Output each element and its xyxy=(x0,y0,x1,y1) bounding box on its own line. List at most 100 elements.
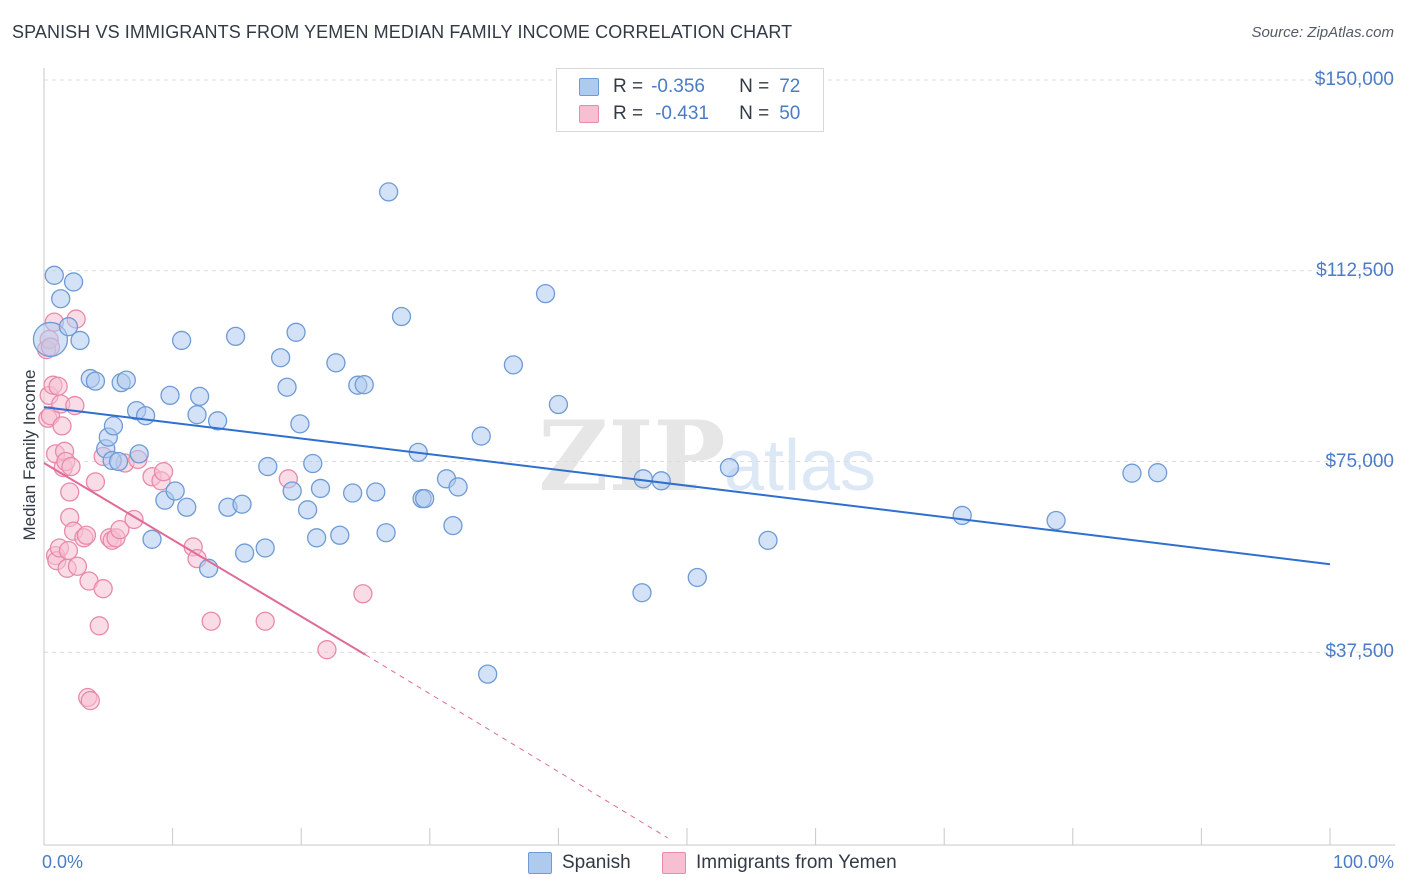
yemen-point xyxy=(48,376,68,396)
spanish-point xyxy=(129,444,149,464)
spanish-point xyxy=(282,481,302,501)
spanish-point xyxy=(758,530,778,550)
yemen-point xyxy=(153,462,174,482)
spanish-point xyxy=(1046,510,1066,531)
legend-n-spanish: 72 xyxy=(779,76,801,97)
yemen-point xyxy=(76,525,97,545)
yemen-point xyxy=(52,416,72,436)
legend-n-yemen: 50 xyxy=(779,103,801,124)
spanish-point xyxy=(354,375,374,395)
yemen-point xyxy=(67,556,88,576)
bottom-legend-swatch-spanish xyxy=(528,852,552,874)
spanish-series xyxy=(32,182,1168,684)
spanish-point xyxy=(548,394,569,415)
yemen-point xyxy=(80,690,100,711)
spanish-point xyxy=(326,353,346,373)
spanish-point xyxy=(306,528,327,548)
axes xyxy=(43,68,1395,846)
legend-r-label: R = xyxy=(613,76,644,97)
bottom-legend-label-spanish: Spanish xyxy=(562,852,631,873)
yemen-point xyxy=(61,456,81,477)
spanish-point xyxy=(443,515,463,536)
yemen-point xyxy=(317,640,337,660)
y-tick-label: $112,500 xyxy=(1316,259,1394,281)
spanish-point xyxy=(503,355,524,375)
yemen-point xyxy=(201,611,221,631)
y-tick-label: $37,500 xyxy=(1325,641,1394,663)
legend-r-yemen: -0.431 xyxy=(655,103,709,124)
bottom-legend-label-yemen: Immigrants from Yemen xyxy=(696,852,897,873)
legend-swatch-spanish xyxy=(579,78,599,96)
yemen-trend-extension xyxy=(365,654,668,839)
spanish-point xyxy=(232,494,252,514)
legend-n-label: N = xyxy=(739,76,770,97)
yemen-point xyxy=(58,540,79,561)
spanish-point xyxy=(342,483,363,503)
bottom-legend-spanish: Spanish xyxy=(528,852,631,874)
spanish-point xyxy=(448,477,468,497)
spanish-point xyxy=(103,416,124,436)
spanish-point xyxy=(632,583,652,603)
spanish-point xyxy=(391,306,412,327)
spanish-point xyxy=(189,386,210,407)
yemen-point xyxy=(89,616,109,636)
spanish-trend-line xyxy=(43,406,1331,566)
yemen-point xyxy=(255,611,275,631)
spanish-point xyxy=(63,272,84,292)
spanish-point xyxy=(255,538,275,558)
spanish-point xyxy=(225,326,246,347)
spanish-point xyxy=(51,289,71,309)
spanish-point xyxy=(376,523,396,543)
spanish-point xyxy=(70,330,90,351)
spanish-point xyxy=(535,283,556,304)
yemen-point xyxy=(85,472,106,492)
spanish-point xyxy=(330,525,350,545)
legend-row-yemen: R = -0.431 N = 50 xyxy=(579,102,800,126)
spanish-point xyxy=(297,500,318,520)
watermark-atlas: atlas xyxy=(724,426,876,506)
yemen-point xyxy=(110,520,130,540)
spanish-point xyxy=(165,481,185,501)
yemen-point xyxy=(93,579,113,599)
bottom-legend-swatch-yemen xyxy=(662,852,686,874)
yemen-series xyxy=(36,309,373,711)
spanish-point xyxy=(471,426,491,446)
spanish-point xyxy=(85,371,106,391)
legend-r-label: R = xyxy=(613,103,644,124)
spanish-point xyxy=(952,505,972,526)
spanish-point xyxy=(378,182,399,202)
spanish-point xyxy=(171,330,192,351)
y-tick-label: $150,000 xyxy=(1314,69,1394,90)
spanish-point xyxy=(135,406,156,426)
spanish-point xyxy=(415,488,435,509)
chart-title: SPANISH VS IMMIGRANTS FROM YEMEN MEDIAN … xyxy=(12,22,793,42)
spanish-point xyxy=(142,529,162,549)
spanish-point xyxy=(1148,463,1168,483)
spanish-point xyxy=(187,405,207,425)
y-tick-label: $75,000 xyxy=(1325,450,1394,472)
spanish-point xyxy=(32,321,69,358)
source-note: Source: ZipAtlas.com xyxy=(1251,24,1394,41)
gridlines xyxy=(44,79,1395,653)
spanish-point xyxy=(277,377,297,397)
spanish-point xyxy=(116,370,136,390)
spanish-point xyxy=(1122,463,1142,483)
x-tick-min: 0.0% xyxy=(42,852,84,872)
spanish-point xyxy=(270,348,291,368)
spanish-point xyxy=(478,664,498,684)
spanish-point xyxy=(366,482,386,502)
spanish-point xyxy=(207,411,228,431)
spanish-point xyxy=(286,322,306,342)
legend-swatch-yemen xyxy=(579,105,599,123)
legend-r-spanish: -0.356 xyxy=(651,76,705,97)
watermark-zip: ZIP xyxy=(538,400,725,513)
spanish-point xyxy=(719,457,740,478)
spanish-point xyxy=(258,456,278,477)
spanish-point xyxy=(58,317,79,337)
x-tick-max: 100.0% xyxy=(1332,852,1394,872)
spanish-point xyxy=(234,543,255,563)
spanish-point xyxy=(44,265,64,285)
trend-lines xyxy=(43,406,1331,839)
watermark: ZIP atlas xyxy=(538,400,876,513)
